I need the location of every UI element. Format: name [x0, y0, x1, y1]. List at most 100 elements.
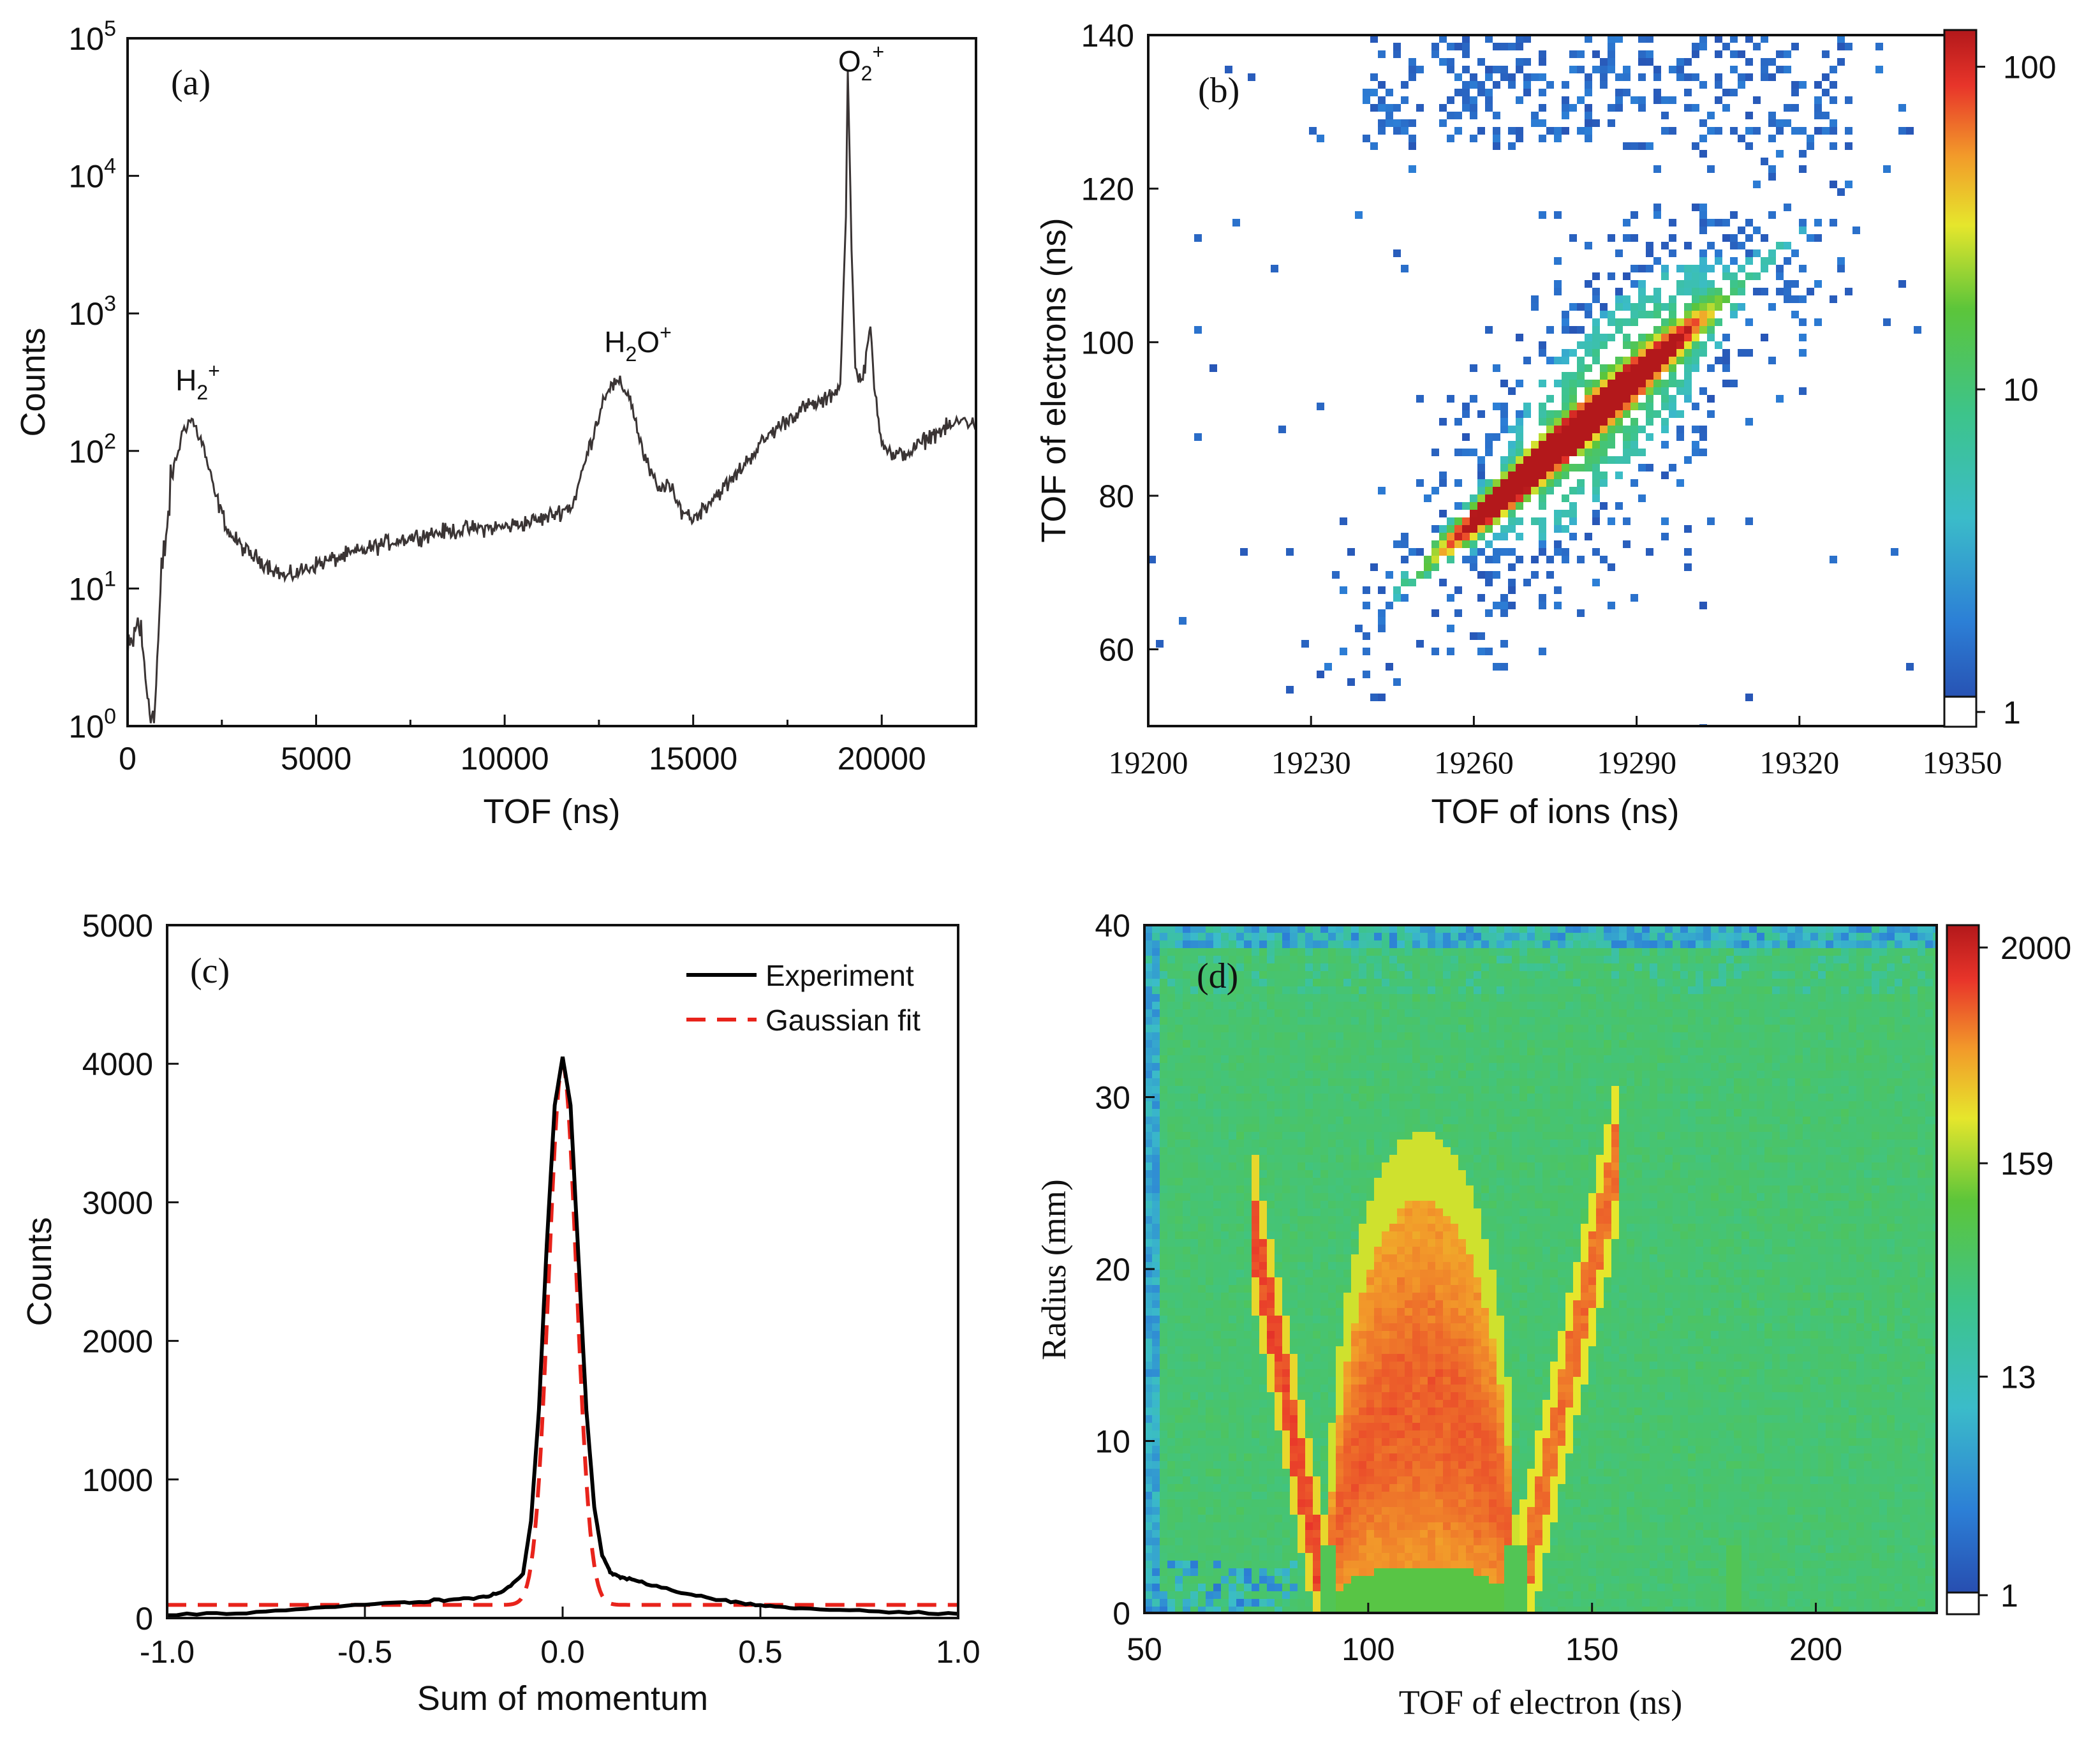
- panel-d-heatmap-cell: [1328, 1109, 1336, 1117]
- panel-d-heatmap-cell: [1428, 1162, 1435, 1170]
- panel-b-heatmap-cell: [1730, 35, 1738, 43]
- panel-d-heatmap-cell: [1183, 1407, 1190, 1415]
- panel-d-heatmap-cell: [1144, 1561, 1152, 1568]
- panel-d-heatmap-cell: [1451, 1002, 1458, 1009]
- panel-b-heatmap-cell: [1485, 35, 1493, 43]
- panel-d-heatmap-cell: [1320, 956, 1328, 963]
- panel-b-heatmap-cell: [1684, 265, 1692, 272]
- panel-b-heatmap-cell: [1485, 517, 1493, 525]
- panel-b-heatmap-cell: [1692, 50, 1699, 58]
- panel-b-heatmap-cell: [1477, 525, 1485, 533]
- panel-d-heatmap-cell: [1198, 1507, 1206, 1515]
- panel-d-heatmap-cell: [1351, 1048, 1359, 1055]
- panel-d-heatmap-cell: [1190, 1040, 1198, 1048]
- panel-d-heatmap-cell: [1259, 1400, 1267, 1407]
- panel-d-heatmap-cell: [1443, 1185, 1451, 1193]
- panel-d-heatmap-cell: [1458, 1239, 1466, 1247]
- panel-b-heatmap-cell: [1386, 112, 1393, 119]
- panel-d-heatmap-cell: [1190, 1530, 1198, 1538]
- panel-d-heatmap-cell: [1405, 1140, 1412, 1147]
- panel-d-heatmap-cell: [1320, 1032, 1328, 1040]
- panel-b-heatmap-cell: [1768, 257, 1776, 265]
- panel-d-heatmap-cell: [1328, 1086, 1336, 1094]
- panel-d-heatmap-cell: [1351, 1346, 1359, 1354]
- panel-d-heatmap-cell: [1420, 986, 1428, 994]
- panel-d-heatmap-cell: [1397, 1170, 1405, 1178]
- panel-b-heatmap-cell: [1454, 73, 1462, 81]
- panel-d-heatmap-cell: [1351, 1262, 1359, 1270]
- panel-d-heatmap-cell: [1336, 1162, 1343, 1170]
- panel-b-heatmap-cell: [1378, 119, 1386, 127]
- panel-d-heatmap-cell: [1359, 1117, 1366, 1124]
- panel-b-heatmap-cell: [1784, 119, 1791, 127]
- panel-b-heatmap-cell: [1401, 265, 1409, 272]
- panel-b-heatmap-cell: [1539, 433, 1546, 441]
- panel-d-heatmap-cell: [1397, 1017, 1405, 1025]
- panel-d-heatmap-cell: [1405, 1484, 1412, 1492]
- panel-d-heatmap-cell: [1167, 1117, 1175, 1124]
- panel-d-heatmap-cell: [1366, 1469, 1374, 1476]
- panel-d-heatmap-cell: [1397, 1224, 1405, 1231]
- panel-d-heatmap-cell: [1252, 1461, 1259, 1469]
- panel-b-heatmap-cell: [1646, 418, 1653, 426]
- panel-d-heatmap-cell: [1435, 940, 1443, 948]
- panel-d-heatmap-cell: [1420, 1430, 1428, 1438]
- panel-d-heatmap-cell: [1244, 1476, 1252, 1484]
- panel-d-heatmap-cell: [1320, 1308, 1328, 1316]
- panel-d-heatmap-cell: [1167, 956, 1175, 963]
- panel-b-heatmap-cell: [1485, 609, 1493, 617]
- panel-d-heatmap-cell: [1290, 1385, 1298, 1392]
- panel-b-x-tick-label: 19200: [1109, 745, 1188, 780]
- panel-b-heatmap-cell: [1493, 510, 1500, 517]
- panel-d-heatmap-cell: [1167, 1545, 1175, 1553]
- panel-d-heatmap-cell: [1206, 1078, 1213, 1086]
- panel-d-heatmap-cell: [1320, 1155, 1328, 1162]
- panel-d-heatmap-cell: [1313, 1362, 1320, 1369]
- panel-b-heatmap-cell: [1378, 487, 1386, 494]
- panel-b-heatmap-cell: [1669, 410, 1676, 418]
- panel-d-heatmap-cell: [1267, 1607, 1275, 1613]
- panel-b-heatmap-cell: [1699, 280, 1707, 288]
- panel-d-heatmap-cell: [1275, 1484, 1282, 1492]
- panel-d-heatmap-cell: [1343, 1025, 1351, 1032]
- panel-d-heatmap-cell: [1190, 1300, 1198, 1308]
- panel-d-heatmap-cell: [1320, 1300, 1328, 1308]
- panel-d-heatmap-cell: [1366, 1117, 1374, 1124]
- panel-d-heatmap-cell: [1252, 1369, 1259, 1377]
- panel-d-heatmap-cell: [1343, 1277, 1351, 1285]
- panel-d-heatmap-cell: [1236, 1415, 1244, 1423]
- panel-d-heatmap-cell: [1298, 986, 1305, 994]
- panel-d-heatmap-cell: [1275, 1017, 1282, 1025]
- panel-d-heatmap-cell: [1259, 1147, 1267, 1155]
- panel-d-heatmap-cell: [1313, 1063, 1320, 1071]
- panel-d-heatmap-cell: [1229, 1009, 1236, 1017]
- panel-d-heatmap-cell: [1397, 1339, 1405, 1346]
- panel-d-heatmap-cell: [1412, 979, 1420, 986]
- panel-b-heatmap-cell: [1592, 318, 1600, 326]
- panel-d-heatmap-cell: [1305, 1415, 1313, 1423]
- panel-d-heatmap-cell: [1435, 1124, 1443, 1132]
- panel-b-heatmap-cell: [1630, 594, 1638, 602]
- panel-d-heatmap-cell: [1359, 971, 1366, 979]
- panel-d-heatmap-cell: [1221, 1017, 1229, 1025]
- panel-b-heatmap-cell: [1608, 35, 1615, 43]
- panel-d-heatmap-cell: [1405, 1538, 1412, 1545]
- panel-d-heatmap-cell: [1221, 1461, 1229, 1469]
- panel-d-heatmap-cell: [1259, 1078, 1267, 1086]
- panel-d-heatmap-cell: [1359, 1499, 1366, 1507]
- panel-d-heatmap-cell: [1336, 1323, 1343, 1331]
- panel-d-heatmap-cell: [1389, 1323, 1397, 1331]
- panel-d-heatmap-cell: [1313, 1170, 1320, 1178]
- panel-d-heatmap-cell: [1451, 940, 1458, 948]
- panel-b-heatmap-cell: [1493, 548, 1500, 556]
- panel-d-heatmap-cell: [1275, 1040, 1282, 1048]
- panel-d-heatmap-cell: [1428, 1446, 1435, 1453]
- panel-b-heatmap-cell: [1715, 303, 1722, 311]
- panel-b-heatmap-cell: [1516, 334, 1523, 341]
- panel-b-heatmap-cell: [1699, 211, 1707, 219]
- panel-d-heatmap-cell: [1221, 1392, 1229, 1400]
- panel-d-heatmap-cell: [1275, 1568, 1282, 1576]
- panel-b-heatmap-cell: [1623, 410, 1630, 418]
- panel-b-heatmap-cell: [1646, 395, 1653, 403]
- panel-d-heatmap-cell: [1275, 1538, 1282, 1545]
